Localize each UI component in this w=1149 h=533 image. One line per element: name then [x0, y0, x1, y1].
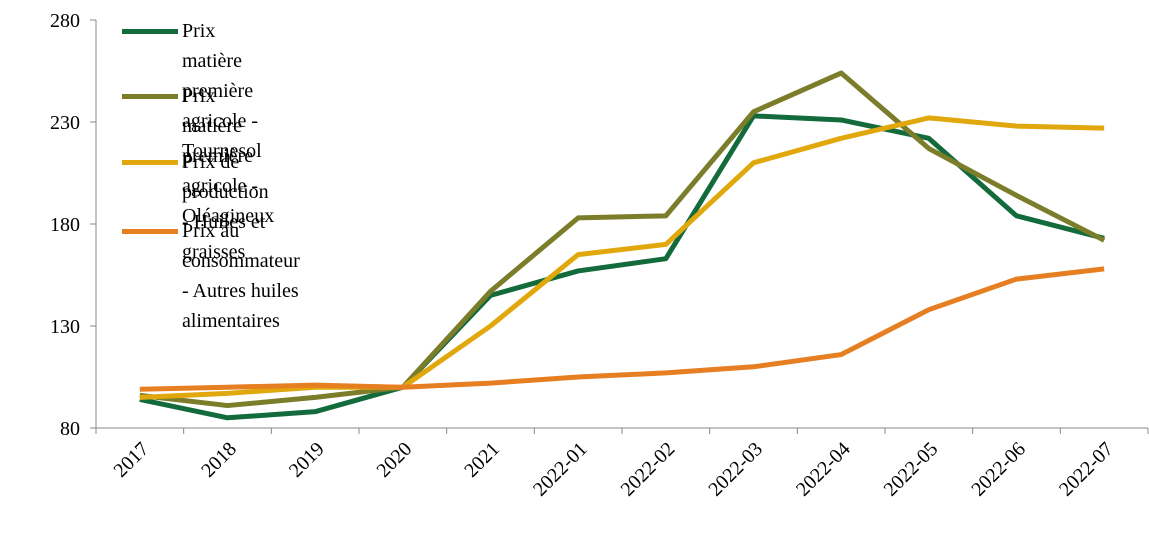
x-tick-label: 2022-06: [967, 438, 1030, 501]
legend-swatch: [122, 229, 178, 234]
legend-item: Prix de production - Huiles et graisses: [122, 147, 269, 267]
legend-item: Prix matière première agricole - Oléagin…: [122, 81, 274, 231]
legend-swatch: [122, 29, 178, 34]
x-tick-label: 2019: [285, 438, 329, 482]
legend-label: Prix de production - Huiles et graisses: [182, 151, 269, 263]
legend-label: Prix matière première agricole - Oléagin…: [182, 85, 275, 227]
legend-swatch: [122, 94, 178, 99]
x-tick-label: 2017: [110, 438, 154, 482]
series-line: [139, 113, 1105, 421]
x-tick-label: 2018: [197, 438, 241, 482]
series-line: [139, 115, 1105, 400]
y-tick-label: 130: [50, 316, 80, 338]
legend-item: Prix au consommateur - Autres huiles ali…: [122, 216, 300, 336]
legend-item: Prix matière première agricole - Tournes…: [122, 16, 262, 166]
y-tick-label: 80: [60, 418, 80, 440]
legend-label: Prix matière première agricole - Tournes…: [182, 20, 262, 162]
x-tick-label: 2022-07: [1055, 438, 1118, 501]
y-tick-label: 280: [50, 10, 80, 32]
series-line: [139, 266, 1105, 392]
series-line: [139, 70, 1106, 409]
x-tick-label: 2022-03: [704, 438, 767, 501]
legend-label: Prix au consommateur - Autres huiles ali…: [182, 220, 300, 332]
x-tick-label: 2022-01: [529, 438, 592, 501]
x-tick-label: 2021: [460, 438, 504, 482]
y-tick-label: 180: [50, 214, 80, 236]
x-tick-label: 2022-05: [880, 438, 943, 501]
x-tick-label: 2022-02: [617, 438, 680, 501]
x-tick-label: 2022-04: [792, 438, 855, 501]
legend-swatch: [122, 160, 178, 165]
x-tick-label: 2020: [373, 438, 417, 482]
y-tick-label: 230: [50, 112, 80, 134]
